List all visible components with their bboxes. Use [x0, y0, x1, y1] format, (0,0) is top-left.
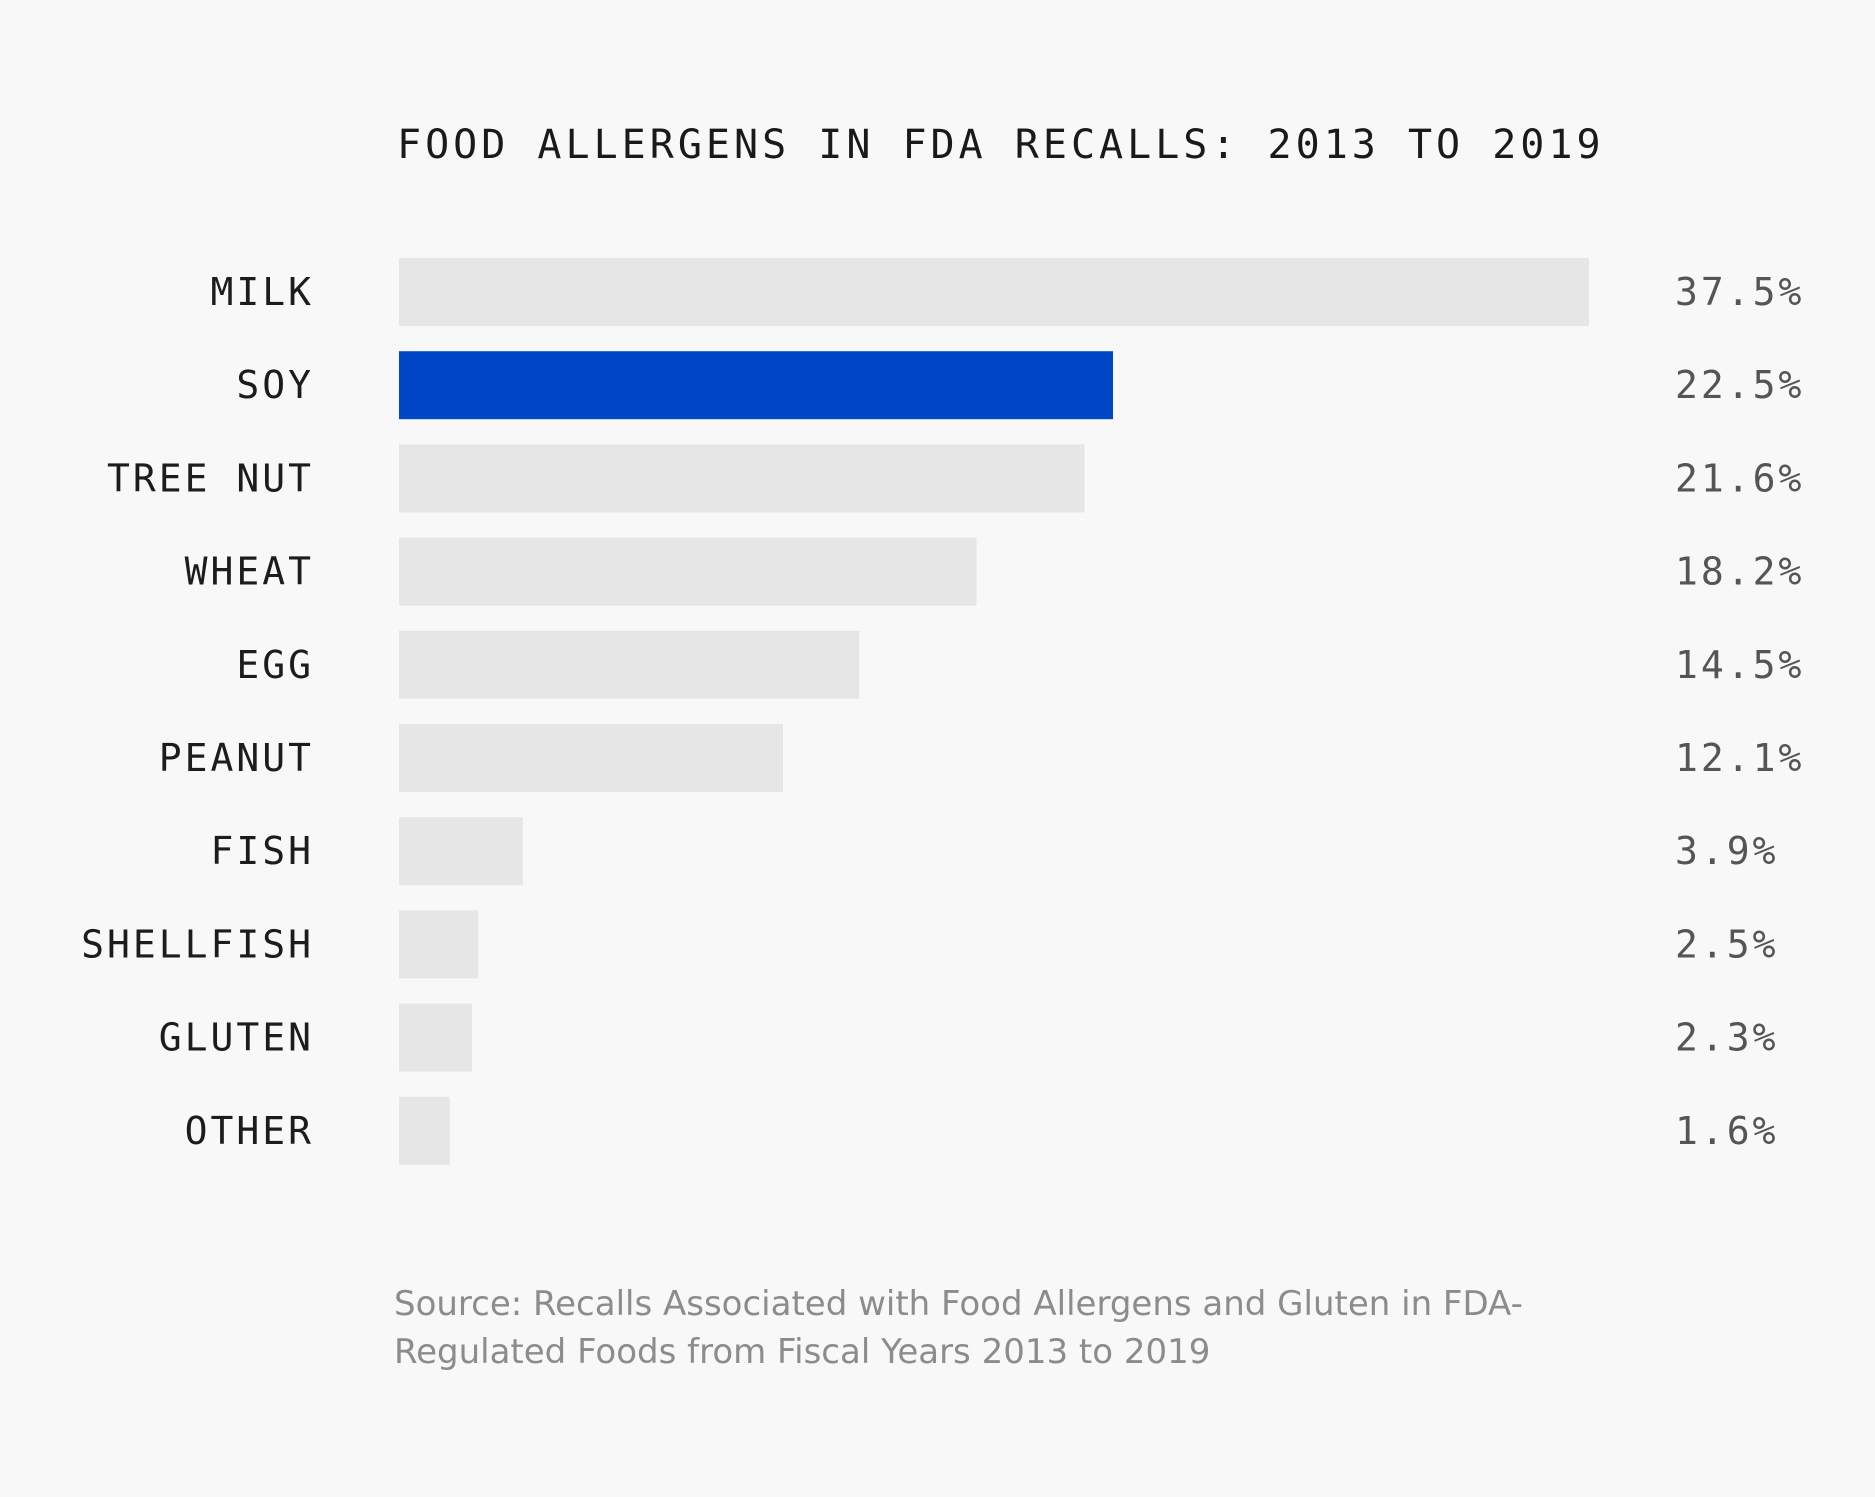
bar-tree-nut [399, 444, 1085, 513]
value-label-shellfish: 2.5% [1675, 922, 1779, 966]
bar-fish [399, 817, 523, 886]
bar-peanut [399, 724, 783, 792]
category-label-wheat: WHEAT [185, 550, 314, 594]
source-note: Source: Recalls Associated with Food All… [394, 1284, 1523, 1372]
category-label-other: OTHER [185, 1109, 314, 1153]
bar-egg [399, 630, 860, 699]
value-label-gluten: 2.3% [1675, 1016, 1779, 1060]
value-label-soy: 22.5% [1675, 363, 1804, 407]
category-label-peanut: PEANUT [159, 736, 314, 780]
value-label-milk: 37.5% [1675, 270, 1804, 314]
bar-shellfish [399, 910, 479, 979]
bar-gluten [399, 1003, 472, 1072]
value-label-other: 1.6% [1675, 1109, 1779, 1153]
bar-milk [399, 258, 1589, 326]
category-label-fish: FISH [210, 829, 314, 873]
bars-group: MILK 37.5% SOY 22.5% TREE NUT 21.6% WHEAT 18.2%… [81, 258, 1804, 1165]
value-label-wheat: 18.2% [1675, 550, 1804, 594]
value-label-peanut: 12.1% [1675, 736, 1804, 780]
category-label-soy: SOY [236, 363, 314, 407]
bar-wheat [399, 537, 977, 606]
bar-other [399, 1096, 450, 1165]
category-label-milk: MILK [210, 270, 314, 314]
category-label-tree-nut: TREE NUT [107, 456, 314, 500]
value-label-fish: 3.9% [1675, 829, 1779, 873]
value-label-egg: 14.5% [1675, 643, 1804, 687]
bar-soy [399, 351, 1113, 420]
category-label-gluten: GLUTEN [159, 1016, 314, 1060]
category-label-shellfish: SHELLFISH [81, 922, 314, 966]
chart-title: FOOD ALLERGENS IN FDA RECALLS: 2013 TO 2… [397, 122, 1605, 168]
category-label-egg: EGG [236, 643, 314, 687]
value-label-tree-nut: 21.6% [1675, 456, 1804, 500]
